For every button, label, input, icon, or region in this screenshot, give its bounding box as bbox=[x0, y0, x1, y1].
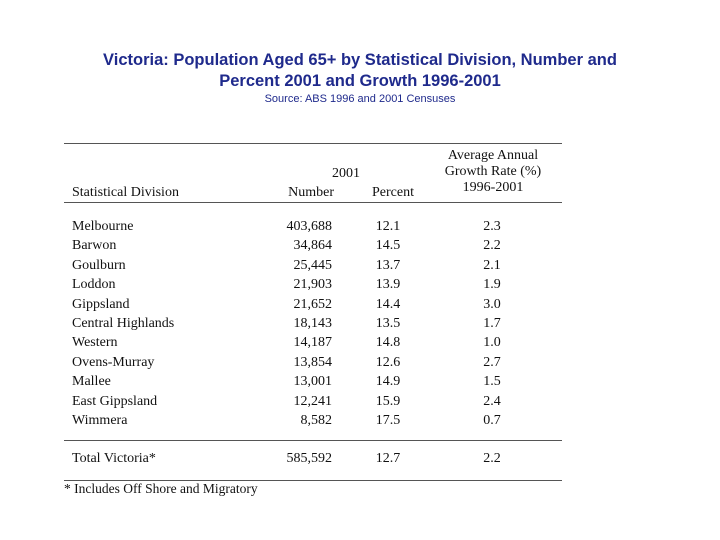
table-row: Gippsland 21,652 14.4 3.0 bbox=[64, 295, 562, 314]
source-note: Source: ABS 1996 and 2001 Censuses bbox=[264, 93, 456, 105]
cell-growth: 1.0 bbox=[483, 335, 501, 351]
cell-division: Gippsland bbox=[72, 296, 130, 312]
header-division: Statistical Division bbox=[72, 185, 179, 200]
cell-number: 403,688 bbox=[286, 219, 333, 234]
header-number: Number bbox=[288, 185, 334, 200]
header-growth-line-1: Average Annual bbox=[447, 148, 539, 163]
table-row: Loddon 21,903 13.9 1.9 bbox=[64, 275, 562, 294]
bottom-rule bbox=[64, 480, 562, 482]
cell-growth: 2.3 bbox=[483, 219, 501, 234]
table-row: Ovens-Murray 13,854 12.6 2.7 bbox=[64, 353, 562, 372]
cell-percent: 13.9 bbox=[375, 277, 401, 293]
table-row: East Gippsland 12,241 15.9 2.4 bbox=[64, 392, 562, 411]
cell-percent: 13.7 bbox=[375, 257, 401, 273]
table-row: Wimmera 8,582 17.5 0.7 bbox=[64, 411, 562, 430]
cell-percent: 12.6 bbox=[375, 354, 401, 370]
cell-number: 14,187 bbox=[293, 335, 333, 351]
cell-percent: 14.9 bbox=[375, 374, 401, 390]
total-number: 585,592 bbox=[286, 451, 333, 467]
cell-growth: 2.1 bbox=[483, 257, 501, 273]
table-row: Goulburn 25,445 13.7 2.1 bbox=[64, 256, 562, 275]
data-table: Statistical Division 2001 Number Percent… bbox=[64, 143, 562, 482]
table-row: Mallee 13,001 14.9 1.5 bbox=[64, 372, 562, 391]
header-growth-line-2: Growth Rate (%) bbox=[444, 164, 542, 179]
cell-number: 21,652 bbox=[293, 296, 333, 312]
cell-division: Ovens-Murray bbox=[72, 354, 155, 370]
cell-growth: 2.2 bbox=[483, 238, 501, 254]
cell-growth: 2.7 bbox=[483, 354, 501, 370]
total-division: Total Victoria* bbox=[72, 451, 156, 467]
cell-percent: 12.1 bbox=[375, 219, 401, 234]
header-growth: Average Annual Growth Rate (%) 1996-2001 bbox=[434, 148, 552, 196]
top-rule bbox=[64, 143, 562, 144]
header-percent: Percent bbox=[372, 185, 414, 200]
cell-percent: 13.5 bbox=[375, 315, 401, 331]
cell-growth: 3.0 bbox=[483, 296, 501, 312]
cell-percent: 14.5 bbox=[375, 238, 401, 254]
cell-division: Barwon bbox=[72, 238, 117, 254]
total-percent: 12.7 bbox=[375, 451, 401, 467]
cell-number: 18,143 bbox=[293, 315, 333, 331]
cell-percent: 14.4 bbox=[375, 296, 401, 312]
cell-growth: 1.9 bbox=[483, 277, 501, 293]
title-line-1: Victoria: Population Aged 65+ by Statist… bbox=[103, 51, 617, 69]
cell-growth: 1.5 bbox=[483, 374, 501, 390]
table-row: Central Highlands 18,143 13.5 1.7 bbox=[64, 314, 562, 333]
cell-division: Western bbox=[72, 335, 118, 351]
table-header: Statistical Division 2001 Number Percent… bbox=[64, 144, 562, 202]
cell-division: Central Highlands bbox=[72, 315, 175, 331]
cell-division: Loddon bbox=[72, 277, 116, 293]
page-title: Victoria: Population Aged 65+ by Statist… bbox=[0, 50, 720, 92]
cell-growth: 2.4 bbox=[483, 393, 501, 409]
cell-division: East Gippsland bbox=[72, 393, 158, 409]
cell-division: Goulburn bbox=[72, 257, 126, 273]
total-growth: 2.2 bbox=[483, 451, 501, 467]
total-section: Total Victoria* 585,592 12.7 2.2 bbox=[64, 441, 562, 480]
cell-percent: 17.5 bbox=[375, 412, 401, 428]
table-body: Melbourne 403,688 12.1 2.3 Barwon 34,864 14.5… bbox=[64, 203, 562, 440]
cell-division: Melbourne bbox=[72, 219, 134, 234]
cell-number: 13,001 bbox=[293, 374, 333, 390]
table-row: Barwon 34,864 14.5 2.2 bbox=[64, 236, 562, 255]
table-row: Western 14,187 14.8 1.0 bbox=[64, 333, 562, 352]
header-year: 2001 bbox=[332, 166, 360, 181]
cell-number: 12,241 bbox=[293, 393, 333, 409]
cell-number: 13,854 bbox=[293, 354, 333, 370]
cell-growth: 1.7 bbox=[483, 315, 501, 331]
cell-division: Mallee bbox=[72, 374, 111, 390]
header-growth-line-3: 1996-2001 bbox=[462, 180, 524, 195]
cell-number: 8,582 bbox=[300, 412, 333, 428]
cell-number: 25,445 bbox=[293, 257, 333, 273]
total-row: Total Victoria* 585,592 12.7 2.2 bbox=[64, 449, 562, 468]
cell-number: 34,864 bbox=[293, 238, 333, 254]
cell-growth: 0.7 bbox=[483, 412, 501, 428]
cell-division: Wimmera bbox=[72, 412, 128, 428]
total-rule bbox=[64, 440, 562, 442]
header-rule bbox=[64, 202, 562, 203]
cell-percent: 14.8 bbox=[375, 335, 401, 351]
footnote: * Includes Off Shore and Migratory bbox=[64, 481, 258, 496]
table-row: Melbourne 403,688 12.1 2.3 bbox=[64, 217, 562, 236]
title-line-2: Percent 2001 and Growth 1996-2001 bbox=[219, 72, 501, 90]
cell-percent: 15.9 bbox=[375, 393, 401, 409]
cell-number: 21,903 bbox=[293, 277, 333, 293]
